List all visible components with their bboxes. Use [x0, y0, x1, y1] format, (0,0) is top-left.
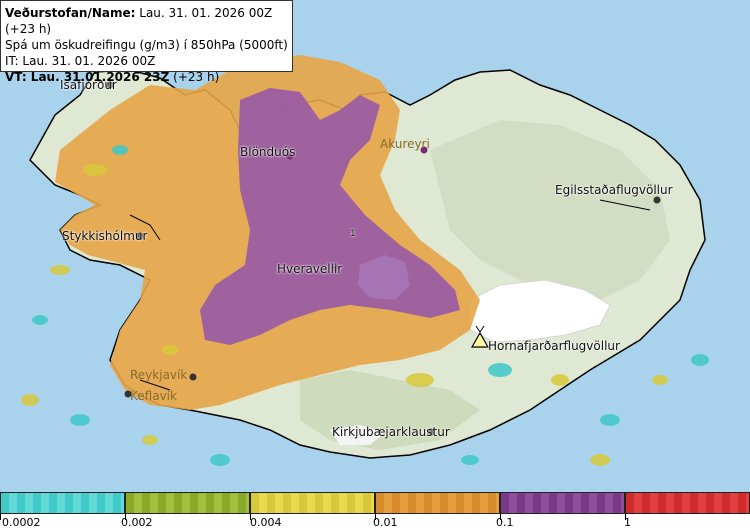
ash-zone-darker: [358, 255, 410, 300]
legend-tick-3: 0.01: [373, 516, 398, 529]
marker-hveravellir: [331, 264, 339, 272]
glacier-myrdalsjokull: [330, 425, 385, 445]
legend-swatch-1: [125, 492, 250, 514]
label-akureyri: Akureyri: [380, 137, 430, 151]
volcano-icon: [470, 325, 490, 348]
info-office: Veðurstofan/Name:: [5, 6, 136, 20]
label-egilsstadir: Egilsstaðaflugvöllur: [555, 183, 673, 197]
label-keflavik: Keflavík: [130, 389, 177, 403]
legend-swatch-4: [500, 492, 625, 514]
legend-tick-4: 0.1: [496, 516, 514, 529]
marker-isafjordur: [106, 81, 114, 89]
marker-stykkisholmur: [136, 232, 144, 240]
terrain-east: [430, 120, 670, 300]
legend-swatch-0: [0, 492, 125, 514]
legend-tick-2: 0.004: [250, 516, 282, 529]
marker-kirkjubaejarklaustur: [427, 428, 435, 436]
info-line-4: VT: Lau. 31.01.2026 23Z (+23 h): [5, 69, 288, 85]
legend-tickline-4: [500, 514, 501, 520]
legend-tick-5: 1: [624, 516, 631, 529]
label-kirkjubaejarklaustur: Kirkjubæjarklaustur: [332, 425, 450, 439]
legend-tickline-3: [375, 514, 376, 520]
marker-keflavik: [124, 390, 132, 398]
label-isafjordur: Isafjörður: [60, 78, 117, 92]
legend-swatch-3: [375, 492, 500, 514]
marker-blonduos: [286, 152, 294, 160]
label-reykjavik: Reykjavík: [130, 368, 188, 382]
label-stykkisholmur: Stykkishólmur: [62, 229, 148, 243]
info-issue: Lau. 31. 01. 2026 00Z (+23 h): [5, 6, 273, 36]
coast-detail-lines: [129, 199, 651, 391]
legend-tickline-0: [0, 514, 1, 520]
legend-tickline-1: [125, 514, 126, 520]
label-small-mark: 1: [350, 229, 356, 239]
info-line-3: IT: Lau. 31. 01. 2026 00Z: [5, 54, 156, 68]
glacier-vatnajokull: [469, 279, 611, 343]
marker-akureyri: [420, 146, 428, 154]
info-valid-offset: (+23 h): [173, 70, 220, 84]
label-blonduos: Blönduós: [240, 145, 296, 159]
marker-egilsstadir: [653, 196, 661, 204]
forecast-info-box: Veðurstofan/Name: Lau. 31. 01. 2026 00Z …: [0, 0, 293, 84]
concentration-legend: 0.0002 0.002 0.004 0.01 0.1 1: [0, 492, 750, 532]
ash-dispersion-map[interactable]: [0, 0, 750, 492]
legend-swatch-2: [250, 492, 375, 514]
legend-tickline-5: [625, 514, 626, 520]
ash-fringe-blobs: [21, 145, 709, 466]
info-line-2: Spá um öskudreifingu (g/m3) í 850hPa (50…: [5, 38, 288, 52]
info-valid-time: VT: Lau. 31.01.2026 23Z: [5, 70, 170, 84]
label-hornafjordur: Hornafjarðarflugvöllur: [488, 339, 620, 353]
legend-swatch-5: [625, 492, 750, 514]
info-line-1: Veðurstofan/Name: Lau. 31. 01. 2026 00Z …: [5, 5, 288, 37]
legend-tick-1: 0.002: [121, 516, 153, 529]
marker-reykjavik: [189, 373, 197, 381]
legend-tick-0: 0.0002: [2, 516, 41, 529]
legend-tickline-2: [250, 514, 251, 520]
label-hveravellir: Hveravellir: [277, 262, 343, 276]
